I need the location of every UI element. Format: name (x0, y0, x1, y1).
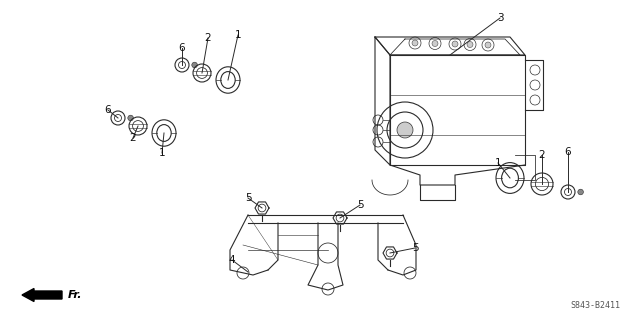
Circle shape (412, 40, 418, 46)
Text: 2: 2 (205, 33, 211, 43)
Text: 1: 1 (495, 158, 501, 168)
Text: 6: 6 (105, 105, 111, 115)
Text: 5: 5 (356, 200, 364, 210)
Text: 1: 1 (235, 30, 241, 40)
Text: 1: 1 (159, 148, 165, 158)
Text: 2: 2 (130, 133, 136, 143)
Circle shape (432, 41, 438, 46)
Text: S843-B2411: S843-B2411 (570, 300, 620, 309)
Circle shape (578, 189, 584, 195)
Text: 2: 2 (539, 150, 545, 160)
Circle shape (467, 42, 473, 47)
Text: 6: 6 (179, 43, 186, 53)
Circle shape (128, 115, 133, 121)
Text: 5: 5 (412, 243, 419, 253)
FancyArrow shape (22, 289, 62, 301)
Text: 3: 3 (497, 13, 503, 23)
Text: 5: 5 (244, 193, 252, 203)
Text: 4: 4 (228, 255, 236, 265)
Circle shape (452, 41, 458, 47)
Circle shape (485, 42, 491, 48)
Circle shape (397, 122, 413, 138)
Text: 6: 6 (564, 147, 572, 157)
Text: Fr.: Fr. (68, 290, 83, 300)
Circle shape (192, 62, 197, 68)
